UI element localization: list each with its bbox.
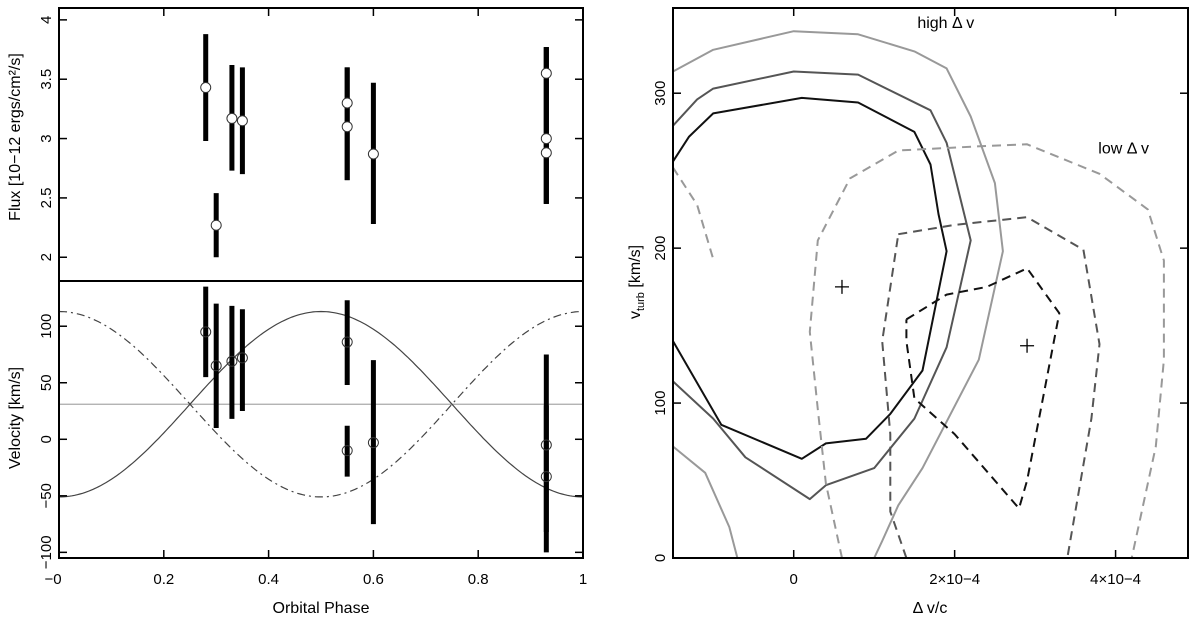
velocity-point: [540, 471, 552, 483]
velocity-point: [367, 437, 379, 449]
velocity-point: [236, 352, 248, 364]
flux-point: [200, 82, 212, 94]
flux-frame: [58, 7, 584, 282]
velocity-points: [200, 286, 552, 553]
velocity-frame: [58, 280, 584, 559]
velocity-y-tick-label: 50: [38, 374, 55, 391]
flux-point: [341, 121, 353, 133]
phase-x-tick-label: −0: [44, 571, 61, 588]
flux-point: [540, 67, 552, 79]
velocity-y-tick-label: 100: [38, 314, 55, 339]
contour-low-dv-level-2: [898, 216, 1101, 559]
velocity-y-tick-label: 0: [38, 435, 55, 443]
contour-high-dv-level-2: [672, 70, 972, 501]
flux-panel: 2 2.5 3 3.5 4 Flux [10−12 ergs/cm²/s]: [7, 8, 584, 261]
best-fit-markers: [834, 279, 1035, 353]
flux-point: [236, 115, 248, 127]
contour-high-dv-level-3: [672, 30, 1004, 559]
velocity-model-solid: [59, 310, 583, 498]
flux-y-axis-title: Flux [10−12 ergs/cm²/s]: [7, 53, 24, 221]
velocity-model-dashed: [58, 310, 584, 498]
flux-point: [341, 97, 353, 109]
contour-high-dv-level-1: [672, 96, 948, 460]
flux-point: [210, 219, 222, 231]
flux-point: [226, 112, 238, 124]
velocity-point: [200, 326, 212, 338]
contour-annotation: high Δ v: [917, 15, 974, 32]
contour-annotation: low Δ v: [1098, 141, 1149, 158]
velocity-panel: −100 −50 0 50 100 −0 0.2 0.4 0.6 0.8 1 Velocity [k…: [7, 286, 587, 617]
phase-x-tick-label: 1: [579, 571, 587, 588]
phase-x-tick-label: 0.2: [153, 571, 174, 588]
velocity-point: [226, 355, 238, 367]
velocity-model-curves: [58, 310, 584, 498]
vturb-y-tick-label: 0: [652, 554, 669, 562]
flux-points: [200, 34, 552, 258]
vturb-y-tick-label: 100: [652, 391, 669, 416]
flux-point: [540, 147, 552, 159]
contour-high-dv-level-3: [672, 445, 739, 559]
flux-y-tick-label: 4: [38, 16, 55, 24]
contour-low-dv-level-2: [881, 234, 908, 559]
best-fit-cross: [1020, 338, 1035, 353]
dv-x-tick-label: 0: [790, 571, 798, 588]
flux-y-tick-label: 2.5: [38, 187, 55, 208]
phase-x-tick-label: 0.8: [468, 571, 489, 588]
contour-low-dv-level-3: [808, 143, 1165, 559]
orbital-phase-axis-title: Orbital Phase: [273, 600, 370, 617]
vturb-y-tick-label: 200: [652, 236, 669, 261]
vturb-y-tick-label: 300: [652, 81, 669, 106]
dv-axis-title: Δ v/c: [913, 600, 948, 617]
contour-low-dv-level-1: [905, 267, 1061, 510]
vturb-axis-title: vturb [km/s]: [627, 245, 647, 319]
velocity-y-tick-label: −100: [38, 535, 55, 569]
contour-low-dv-level-3: [672, 167, 715, 260]
contour-frame: [672, 7, 1189, 559]
flux-y-tick-label: 2: [38, 253, 55, 261]
phase-x-tick-label: 0.4: [258, 571, 279, 588]
velocity-point: [341, 336, 353, 348]
velocity-point: [210, 360, 222, 372]
contour-lines: [672, 30, 1165, 559]
velocity-y-axis-title: Velocity [km/s]: [7, 367, 24, 469]
flux-point: [540, 133, 552, 145]
velocity-point: [341, 445, 353, 457]
velocity-y-tick-label: −50: [38, 483, 55, 508]
dv-x-tick-label: 2×10−4: [929, 571, 980, 588]
best-fit-cross: [834, 279, 849, 294]
phase-x-tick-label: 0.6: [363, 571, 384, 588]
dv-x-tick-label: 4×10−4: [1090, 571, 1141, 588]
flux-point: [367, 148, 379, 160]
flux-y-tick-label: 3.5: [38, 69, 55, 90]
flux-y-tick-label: 3: [38, 134, 55, 142]
velocity-point: [540, 439, 552, 451]
